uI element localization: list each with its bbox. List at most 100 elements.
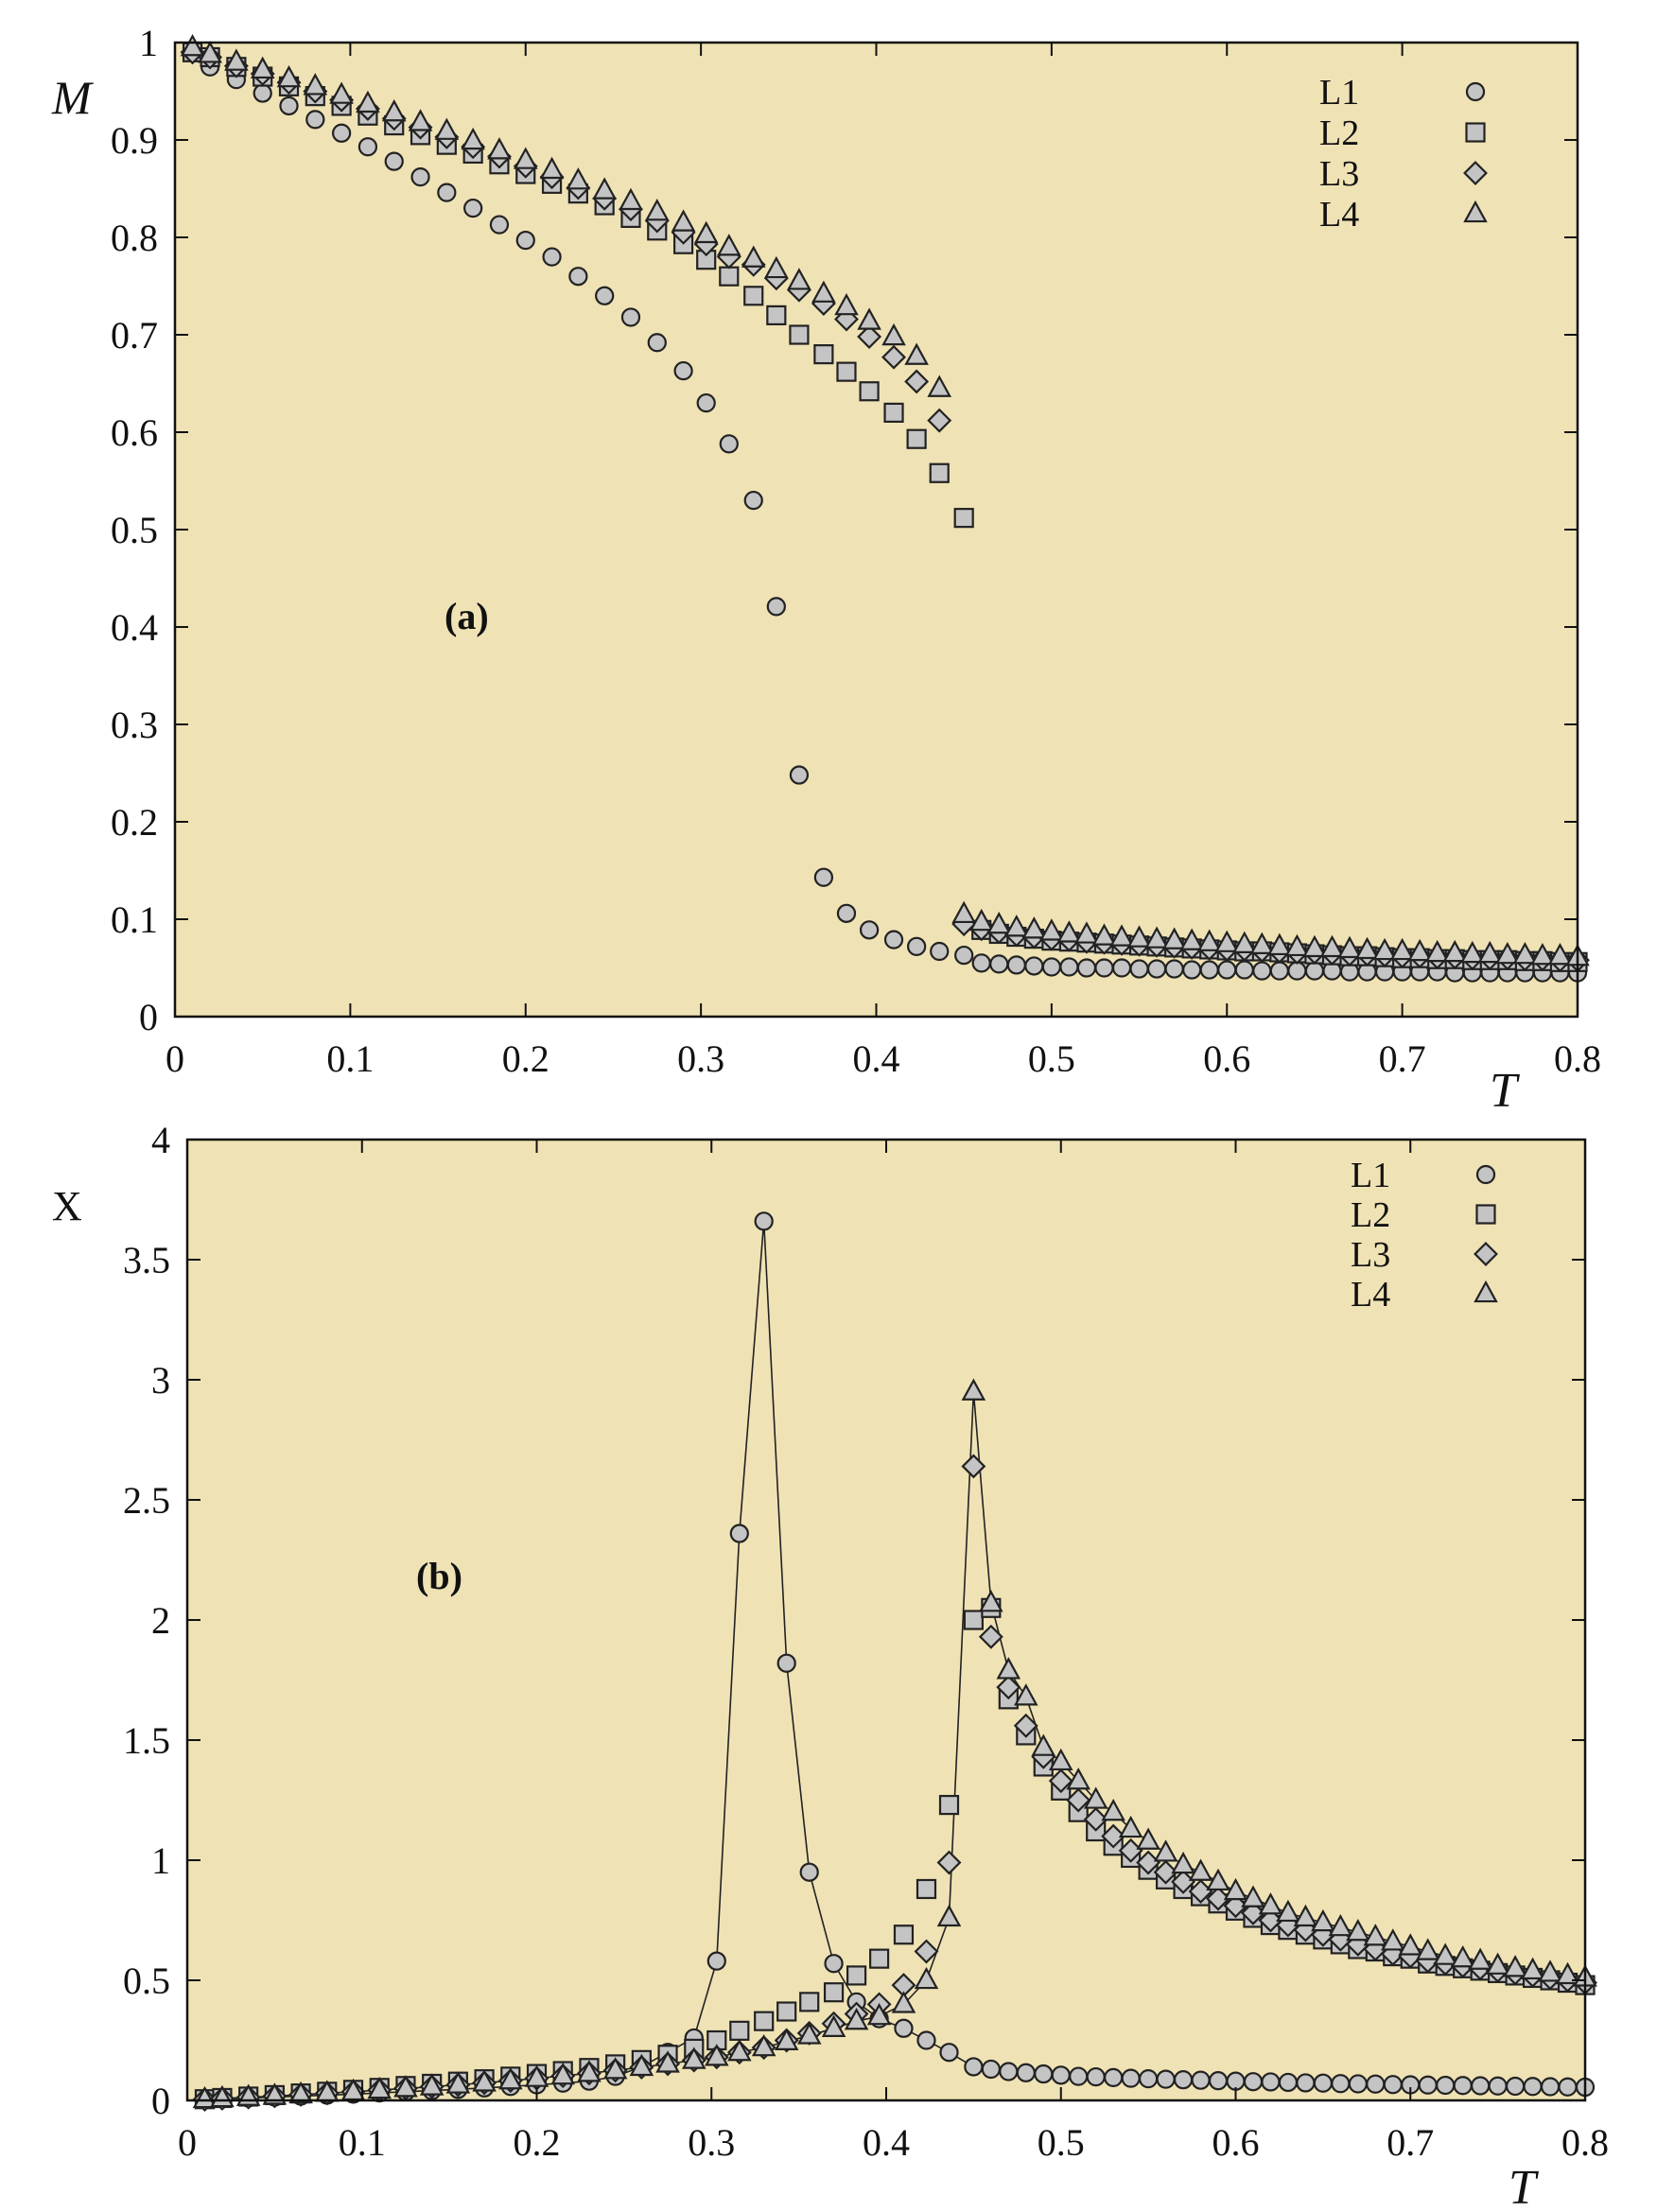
data-point-l1 — [1094, 958, 1114, 978]
data-point-l1 — [706, 1951, 726, 1971]
data-point-l4 — [393, 2075, 418, 2098]
data-point-l4 — [1109, 924, 1134, 947]
data-point-l4 — [671, 209, 696, 232]
data-point-l4 — [192, 2085, 218, 2109]
data-point-l1 — [1313, 2073, 1333, 2093]
data-point-l1 — [279, 96, 299, 116]
data-point-l4 — [1083, 1786, 1108, 1809]
data-point-l4 — [968, 908, 994, 932]
x-tick-label: 0 — [166, 1037, 184, 1080]
data-point-l4 — [1363, 1924, 1388, 1946]
x-tick-label: 0.7 — [1379, 1037, 1426, 1080]
data-point-l4 — [303, 73, 328, 96]
data-point-l1 — [1217, 960, 1237, 980]
y-tick-label: 0.2 — [111, 801, 158, 844]
data-point-l3 — [1083, 1806, 1108, 1832]
data-point-l4 — [1319, 934, 1345, 958]
data-point-l2 — [916, 1878, 937, 1900]
data-point-l4 — [1512, 941, 1538, 965]
series-l4 — [192, 1378, 1597, 2109]
data-point-l4 — [1477, 940, 1503, 964]
data-point-l4 — [1031, 1733, 1056, 1756]
data-point-l1 — [1051, 2065, 1071, 2085]
data-point-l1 — [776, 1653, 796, 1673]
data-point-l3 — [1048, 1768, 1073, 1794]
data-point-l4 — [262, 2082, 288, 2105]
x-tick-label: 0.5 — [1038, 2121, 1085, 2164]
data-point-l1 — [1164, 959, 1184, 979]
data-point-l2 — [869, 1948, 890, 1969]
legend-label-l3: L3 — [1319, 154, 1359, 194]
data-point-l1 — [515, 230, 535, 251]
x-tick-label: 0.4 — [863, 2121, 910, 2164]
y-tick-label: 1 — [139, 22, 158, 64]
data-point-l1 — [1129, 959, 1149, 979]
data-point-l4 — [619, 187, 643, 211]
data-point-l4 — [276, 64, 302, 88]
y-tick-label: 0 — [139, 996, 158, 1038]
data-point-l4 — [774, 2028, 799, 2050]
data-point-l2 — [929, 462, 950, 483]
data-point-l1 — [916, 2030, 936, 2050]
data-point-l2 — [743, 286, 764, 306]
data-point-l4 — [461, 127, 485, 150]
data-point-l2 — [754, 2011, 775, 2031]
data-point-l1 — [1016, 2063, 1036, 2082]
data-point-l4 — [717, 234, 741, 256]
data-point-l1 — [964, 2057, 984, 2077]
data-point-l4 — [1126, 925, 1152, 948]
legend-marker-l4 — [1474, 1280, 1498, 1303]
data-point-l1 — [1505, 2076, 1526, 2097]
data-point-l4 — [1276, 1899, 1300, 1923]
data-point-l3 — [1223, 1893, 1248, 1919]
x-tick-label: 0 — [178, 2121, 197, 2164]
data-point-l2 — [799, 1992, 820, 2012]
data-point-l4 — [844, 2008, 869, 2030]
data-point-l1 — [568, 267, 588, 287]
data-point-l4 — [1091, 923, 1117, 946]
x-tick-label: 0.8 — [1561, 2121, 1609, 2164]
data-point-l1 — [729, 1524, 749, 1543]
data-point-l4 — [1328, 1913, 1353, 1937]
y-tick-label: 2 — [151, 1599, 170, 1642]
data-point-l4 — [602, 2057, 628, 2080]
data-point-l4 — [1004, 914, 1029, 937]
legend-label-l3: L3 — [1351, 1235, 1390, 1275]
data-point-l3 — [996, 1675, 1021, 1700]
legend-marker-l2 — [1475, 1204, 1496, 1225]
data-point-l4 — [592, 177, 617, 200]
data-point-l4 — [961, 1378, 986, 1401]
data-point-l2 — [813, 344, 834, 365]
data-point-l4 — [1495, 941, 1520, 965]
data-point-l1 — [894, 2018, 914, 2038]
data-point-l4 — [834, 292, 859, 316]
y-axis-label: X — [52, 1183, 82, 1229]
data-point-l1 — [1024, 956, 1044, 976]
data-point-l1 — [999, 2062, 1019, 2081]
data-point-l4 — [329, 81, 354, 104]
y-tick-label: 0.6 — [111, 411, 158, 454]
data-point-l4 — [445, 2071, 471, 2094]
x-tick-label: 0.7 — [1387, 2121, 1434, 2164]
data-point-l4 — [796, 2022, 822, 2045]
data-point-l1 — [859, 920, 880, 940]
data-point-l4 — [1407, 938, 1432, 962]
x-tick-label: 0.5 — [1028, 1037, 1075, 1080]
data-point-l4 — [951, 900, 976, 924]
data-point-l4 — [1048, 1748, 1073, 1771]
data-point-l1 — [1208, 2071, 1229, 2091]
data-point-l1 — [981, 2059, 1001, 2080]
data-point-l4 — [198, 41, 222, 63]
data-point-l4 — [904, 342, 929, 365]
data-point-l1 — [1076, 958, 1097, 978]
data-point-l4 — [986, 912, 1012, 934]
x-tick-label: 0.1 — [339, 2121, 386, 2164]
data-point-l3 — [914, 1939, 939, 1964]
data-point-l4 — [434, 117, 460, 140]
data-point-l4 — [1389, 937, 1415, 961]
y-tick-label: 0.7 — [111, 314, 158, 357]
data-point-l4 — [1346, 1919, 1370, 1942]
data-point-l4 — [1293, 1904, 1318, 1927]
data-point-l4 — [741, 245, 766, 268]
